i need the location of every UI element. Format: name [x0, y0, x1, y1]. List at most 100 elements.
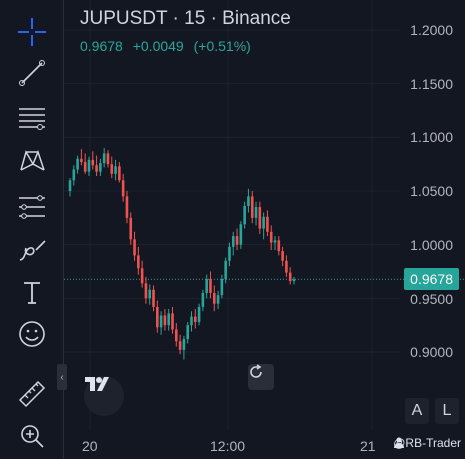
reset-chart-button[interactable] [248, 364, 274, 390]
candle-body [250, 196, 254, 218]
candle-body [212, 292, 216, 304]
candle [250, 191, 254, 224]
candle-body [273, 240, 277, 243]
candle [171, 306, 174, 334]
drawing-toolbar [0, 0, 64, 459]
candle [152, 285, 155, 312]
candle [110, 156, 114, 179]
ruler-icon[interactable] [12, 374, 52, 414]
candle [87, 156, 91, 176]
user-icon [394, 437, 405, 448]
text-icon[interactable] [12, 272, 52, 312]
price-chart [64, 0, 465, 430]
last-price: 0.9678 [80, 38, 123, 54]
candle-body [140, 268, 144, 284]
candle-body [91, 159, 95, 166]
candle-body [178, 341, 182, 350]
candle-body [231, 236, 235, 247]
watermark: @RB-Trader [393, 436, 461, 450]
candle [182, 335, 186, 360]
candle [262, 212, 265, 240]
candle-body [247, 196, 250, 207]
candle [178, 334, 182, 355]
candle-body [216, 295, 220, 304]
candle [292, 276, 296, 285]
candle-body [197, 306, 201, 322]
candle [114, 159, 117, 181]
y-tick: 1.2000 [410, 22, 453, 38]
tradingview-logo[interactable] [84, 376, 124, 416]
candle-body [269, 231, 273, 243]
candle [193, 309, 197, 329]
candle-body [228, 246, 231, 261]
candle-body [285, 260, 288, 273]
candle-body [288, 272, 292, 282]
y-tick: 1.1500 [410, 76, 453, 92]
candle-body [292, 279, 296, 282]
candle-body [72, 169, 76, 181]
crosshair-icon[interactable] [12, 12, 52, 52]
candle [91, 151, 95, 170]
candle [125, 191, 129, 224]
candle [133, 231, 136, 261]
trendline-icon[interactable] [12, 53, 52, 93]
y-tick: 1.0500 [410, 183, 453, 199]
candle [167, 309, 171, 331]
price-change: +0.0049 [132, 38, 184, 54]
toolbar-collapse-button[interactable]: ‹ [57, 364, 67, 390]
candle [99, 158, 102, 176]
candle-body [156, 306, 159, 328]
candle [76, 155, 79, 174]
symbol-title[interactable]: JUPUSDT · 15 · Binance [80, 8, 291, 29]
candle [258, 201, 262, 234]
candle [83, 153, 87, 174]
emoji-icon[interactable] [12, 314, 52, 354]
auto-scale-button[interactable]: A [405, 398, 429, 424]
candle [269, 225, 273, 251]
candle [190, 311, 193, 332]
candle [118, 162, 121, 183]
candle [220, 274, 224, 299]
candle-body [68, 180, 72, 191]
candle-body [99, 163, 102, 172]
candle [273, 236, 277, 251]
candle-body [262, 216, 265, 229]
candle-body [277, 240, 281, 252]
price-quote: 0.9678 +0.0049 (+0.51%) [80, 38, 257, 54]
candle [205, 274, 208, 299]
candle-body [83, 162, 87, 172]
chart-area[interactable]: JUPUSDT · 15 · Binance 0.9678 +0.0049 (+… [64, 0, 465, 459]
candle-body [133, 239, 136, 256]
candle-body [76, 158, 79, 170]
y-tick: 1.0000 [410, 237, 453, 253]
candle [106, 150, 110, 168]
y-tick: 1.1000 [410, 129, 453, 145]
candle [159, 311, 163, 335]
candle-body [182, 339, 186, 350]
fib-icon[interactable] [12, 98, 52, 138]
candle-body [125, 196, 129, 218]
x-tick: 21 [360, 438, 376, 454]
y-tick: 0.9500 [410, 291, 453, 307]
log-scale-button[interactable]: L [435, 398, 459, 424]
candle-body [281, 251, 284, 261]
candle [247, 188, 250, 213]
candle [288, 267, 292, 285]
candle-body [205, 279, 208, 293]
candle [231, 231, 235, 256]
candle [209, 271, 212, 299]
candle-body [110, 164, 114, 174]
brush-icon[interactable] [12, 230, 52, 270]
candle-body [95, 165, 98, 172]
watermark-text: @RB-Trader [393, 436, 461, 450]
prediction-icon[interactable] [12, 186, 52, 226]
candle [197, 303, 201, 326]
candle-body [258, 207, 262, 229]
candle-body [80, 158, 83, 163]
candle-body [159, 315, 163, 328]
candle-body [254, 207, 258, 218]
candle [129, 212, 133, 245]
pattern-icon[interactable] [12, 140, 52, 180]
zoom-in-icon[interactable] [12, 416, 52, 456]
candle-body [243, 206, 246, 225]
